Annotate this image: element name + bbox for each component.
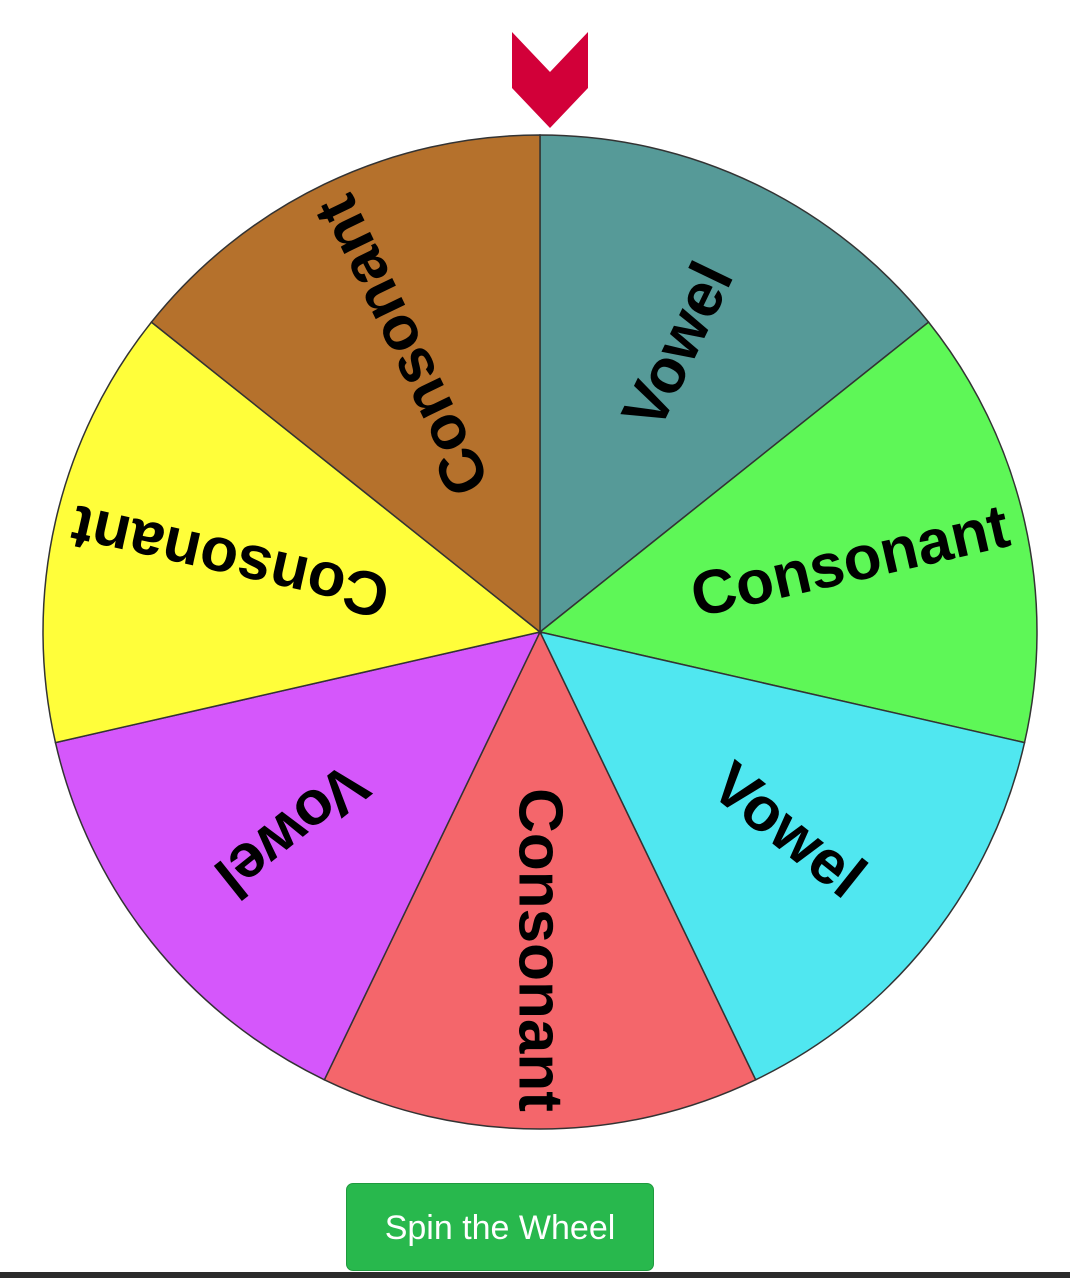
bottom-bar <box>0 1272 1070 1278</box>
wheel-segment-7 <box>150 134 541 634</box>
wheel-segment-3 <box>538 630 1026 1081</box>
spin-the-wheel-button[interactable]: Spin the Wheel <box>346 1183 654 1271</box>
wheel-segments <box>42 134 1038 1130</box>
wheel-segment-4 <box>323 630 757 1130</box>
pointer-arrow-icon <box>512 32 588 128</box>
wheel-segment-6 <box>42 321 542 744</box>
wheel-segment-5 <box>54 630 542 1081</box>
wheel-segment-label-4: Consonant <box>506 788 575 1112</box>
wheel-segment-2 <box>538 321 1038 744</box>
wheel-segment-1 <box>539 134 930 634</box>
